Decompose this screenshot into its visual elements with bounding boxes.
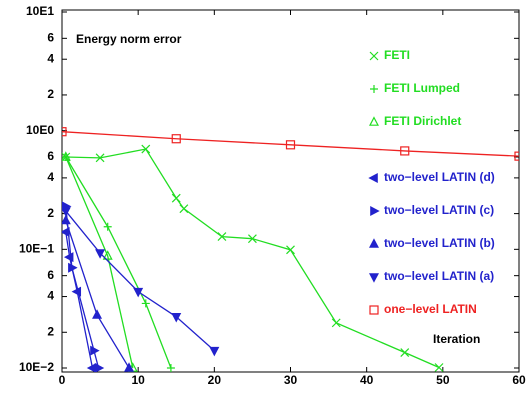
series-line <box>65 156 134 369</box>
marker <box>92 309 103 319</box>
plot-area <box>62 127 519 372</box>
marker <box>171 313 182 323</box>
y-tick-label: 6 <box>47 149 54 163</box>
series-line <box>62 131 519 157</box>
plot-frame <box>61 9 520 373</box>
marker <box>179 204 189 214</box>
legend-label: FETI Dirichlet <box>384 114 461 128</box>
legend-label: two−level LATIN (a) <box>384 269 494 283</box>
marker <box>209 346 220 357</box>
legend-marker <box>369 238 379 248</box>
legend-label: two−level LATIN (b) <box>384 236 495 250</box>
marker <box>166 364 175 372</box>
marker <box>400 146 410 156</box>
series-line <box>65 206 100 369</box>
marker <box>331 318 341 328</box>
annotation: Energy norm error <box>76 32 182 46</box>
y-tick-label: 10E0 <box>26 123 54 137</box>
marker <box>62 151 71 161</box>
marker <box>217 232 227 242</box>
marker <box>286 245 295 255</box>
legend-label: FETI <box>384 48 410 62</box>
marker <box>68 262 78 273</box>
y-tick-label: 10E−2 <box>19 360 54 374</box>
y-tick-label: 4 <box>47 51 54 65</box>
marker <box>124 362 135 372</box>
marker <box>247 234 257 244</box>
marker <box>285 140 296 150</box>
legend-marker <box>369 273 379 283</box>
marker <box>94 363 105 372</box>
legend-marker <box>369 305 379 315</box>
marker <box>103 222 112 231</box>
y-tick-label: 4 <box>47 289 54 303</box>
legend-marker <box>370 85 378 93</box>
marker <box>62 214 71 225</box>
series-line <box>65 156 172 369</box>
y-tick-label: 10E−1 <box>19 242 54 256</box>
x-tick-label: 10 <box>131 373 145 387</box>
legend-label: two−level LATIN (d) <box>384 170 495 184</box>
x-tick-label: 20 <box>208 373 222 387</box>
marker <box>90 345 100 356</box>
marker <box>514 151 519 161</box>
y-tick-label: 2 <box>47 87 54 101</box>
legend-marker <box>368 173 378 183</box>
legend-marker <box>370 206 380 216</box>
marker <box>434 363 444 372</box>
legend-label: two−level LATIN (c) <box>384 203 494 217</box>
legend-marker <box>369 116 379 126</box>
marker <box>171 134 181 144</box>
series-line <box>65 220 130 369</box>
y-tick-label: 4 <box>47 170 54 184</box>
x-tick-label: 30 <box>284 373 298 387</box>
marker <box>400 348 410 357</box>
y-tick-label: 2 <box>47 206 54 220</box>
marker <box>141 144 151 154</box>
y-tick-label: 2 <box>47 324 54 338</box>
marker <box>141 299 150 308</box>
x-tick-label: 60 <box>512 373 526 387</box>
x-tick-label: 50 <box>436 373 450 387</box>
marker <box>62 127 67 137</box>
y-tick-label: 6 <box>47 30 54 44</box>
marker <box>62 207 71 217</box>
legend-label: one−level LATIN <box>384 302 477 316</box>
x-tick-label: 0 <box>59 373 66 387</box>
x-axis-label: Iteration <box>433 332 480 346</box>
legend-marker <box>369 51 379 61</box>
marker <box>102 250 113 260</box>
marker <box>171 193 181 203</box>
marker <box>133 287 144 298</box>
marker <box>95 153 105 163</box>
y-tick-label: 10E1 <box>26 4 54 18</box>
marker <box>95 249 106 259</box>
legend-label: FETI Lumped <box>384 81 460 95</box>
x-tick-label: 40 <box>360 373 374 387</box>
y-tick-label: 6 <box>47 268 54 282</box>
